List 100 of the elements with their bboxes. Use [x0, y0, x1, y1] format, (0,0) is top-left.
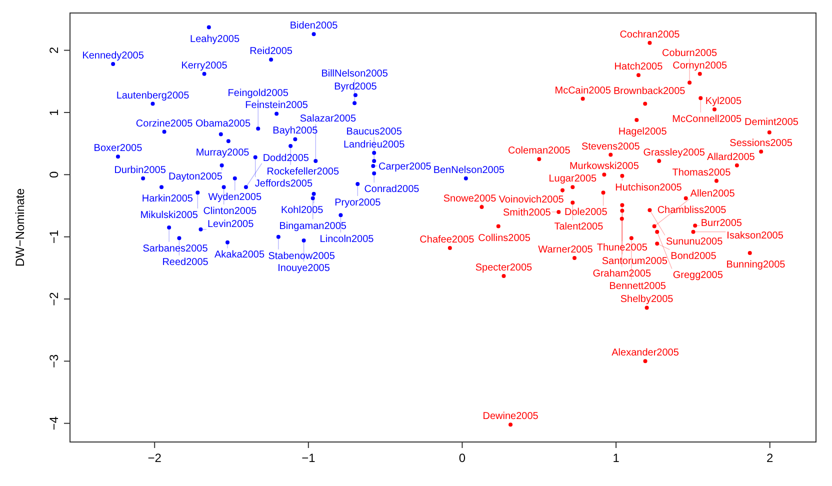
- data-label: Shelby2005: [620, 294, 674, 306]
- data-label: BillNelson2005: [321, 68, 388, 80]
- point: [643, 102, 648, 106]
- point: [570, 185, 575, 190]
- point: [572, 256, 577, 260]
- data-label: Dayton2005: [168, 172, 223, 183]
- data-label: Feinstein2005: [245, 100, 308, 112]
- point: [288, 144, 293, 148]
- point: [111, 62, 116, 66]
- point: [464, 176, 468, 180]
- data-label: Stevens2005: [581, 141, 640, 152]
- point: [220, 163, 224, 168]
- data-label: Murkowski2005: [569, 161, 640, 172]
- point: [580, 96, 585, 101]
- data-label: Conrad2005: [364, 184, 420, 196]
- data-label: Cochran2005: [620, 29, 680, 40]
- data-label: Collins2005: [478, 232, 531, 244]
- data-label: Akaka2005: [214, 250, 265, 261]
- point: [116, 154, 120, 159]
- point: [314, 158, 318, 163]
- x-tick-label: −2: [148, 451, 162, 465]
- data-label: Sununu2005: [666, 236, 724, 248]
- data-label: Warner2005: [538, 244, 594, 256]
- data-label: Kerry2005: [181, 60, 228, 72]
- data-label: Dole2005: [564, 207, 608, 218]
- data-label: Sessions2005: [730, 138, 793, 150]
- y-axis-title: DW−Nominate: [13, 188, 27, 267]
- data-label: Hatch2005: [614, 62, 664, 73]
- data-label: Chambliss2005: [657, 204, 727, 216]
- data-label: Burr2005: [700, 218, 742, 230]
- point: [691, 230, 696, 234]
- point: [256, 126, 260, 131]
- point: [338, 213, 343, 218]
- data-label: Leahy2005: [190, 34, 240, 45]
- point: [644, 306, 649, 310]
- data-label: Bunning2005: [726, 260, 786, 271]
- data-label: Jeffords2005: [254, 178, 313, 190]
- data-label: Lautenberg2005: [116, 90, 190, 102]
- point: [698, 96, 703, 100]
- data-label: Voinovich2005: [498, 194, 564, 206]
- point: [293, 137, 298, 142]
- point: [312, 192, 316, 196]
- point: [655, 230, 660, 234]
- point: [636, 73, 640, 78]
- point: [748, 250, 752, 255]
- data-label: Sarbanes2005: [142, 243, 208, 254]
- data-label: McCain2005: [554, 85, 612, 96]
- point: [448, 246, 452, 250]
- data-label: Durbin2005: [114, 164, 166, 176]
- data-label: Rockefeller2005: [266, 166, 340, 178]
- data-label: Murray2005: [196, 148, 250, 159]
- data-label: BenNelson2005: [433, 164, 505, 176]
- data-label: Coburn2005: [662, 48, 718, 60]
- data-label: Bayh2005: [272, 126, 318, 137]
- data-label: Landrieu2005: [344, 139, 406, 150]
- y-tick-label: −3: [47, 354, 61, 368]
- data-label: Grassley2005: [643, 147, 706, 158]
- data-label: Kyl2005: [705, 96, 742, 107]
- point: [601, 190, 606, 195]
- data-label: Inouye2005: [278, 263, 330, 274]
- data-label: Pryor2005: [334, 197, 382, 208]
- data-label: Kohl2005: [280, 204, 324, 216]
- data-label: Cornyn2005: [672, 60, 728, 72]
- data-label: Lugar2005: [548, 174, 598, 185]
- y-tick-label: −1: [47, 230, 61, 244]
- data-label: Baucus2005: [346, 126, 402, 138]
- point: [206, 25, 211, 30]
- point: [688, 80, 692, 85]
- point: [698, 72, 702, 76]
- point: [371, 164, 376, 168]
- data-label: Allard2005: [707, 152, 756, 163]
- y-tick-label: −2: [47, 292, 61, 306]
- data-label: Graham2005: [592, 268, 652, 280]
- data-label: Corzine2005: [136, 118, 194, 130]
- point: [634, 118, 639, 122]
- point: [196, 190, 200, 195]
- data-label: Boxer2005: [94, 143, 143, 154]
- data-label: Snowe2005: [443, 193, 497, 204]
- point: [177, 236, 182, 240]
- data-label: Lincoln2005: [320, 234, 374, 246]
- point: [556, 210, 561, 214]
- point: [759, 150, 764, 154]
- x-tick-label: 2: [766, 451, 774, 465]
- point: [602, 172, 606, 177]
- data-label: McConnell2005: [672, 114, 742, 126]
- data-label: Biden2005: [290, 20, 338, 32]
- y-tick-label: −4: [47, 416, 61, 430]
- point: [253, 155, 258, 160]
- data-label: Bond2005: [670, 251, 717, 262]
- point: [310, 196, 315, 200]
- point: [276, 234, 280, 239]
- data-label: Reid2005: [250, 46, 293, 58]
- point: [655, 242, 660, 246]
- point: [353, 93, 358, 98]
- point: [693, 224, 698, 228]
- point: [302, 238, 306, 243]
- data-label: Carper2005: [378, 161, 432, 172]
- data-label: Smith2005: [503, 207, 552, 218]
- point: [162, 130, 166, 134]
- point: [648, 40, 652, 45]
